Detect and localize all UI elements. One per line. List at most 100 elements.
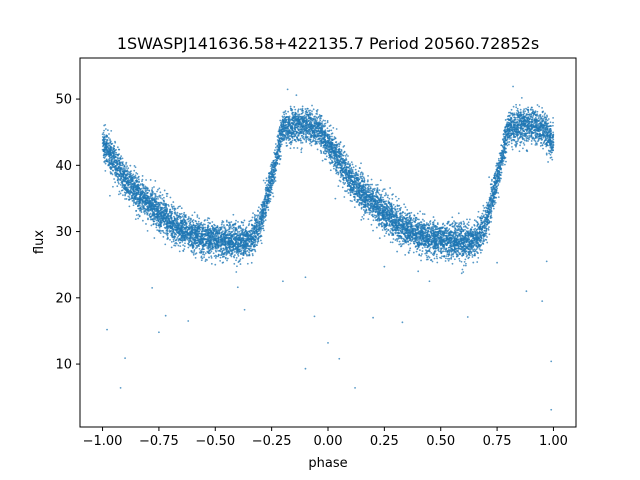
data-point xyxy=(213,223,215,226)
data-point xyxy=(503,163,506,166)
data-point xyxy=(492,207,495,210)
data-point xyxy=(458,238,460,241)
data-point xyxy=(486,209,489,212)
data-point xyxy=(371,190,374,192)
data-point xyxy=(465,252,468,255)
data-point xyxy=(458,257,461,260)
data-point xyxy=(256,214,258,217)
data-point xyxy=(192,236,194,238)
data-point xyxy=(223,224,225,227)
data-point xyxy=(259,208,262,210)
data-point xyxy=(332,165,335,168)
data-point xyxy=(391,219,394,221)
data-point xyxy=(297,110,299,113)
data-point xyxy=(427,229,430,232)
data-point xyxy=(512,85,514,88)
data-point xyxy=(447,255,450,258)
data-point xyxy=(471,256,474,258)
data-point xyxy=(210,257,213,259)
data-point xyxy=(322,146,325,149)
data-point xyxy=(537,117,540,120)
data-point xyxy=(448,257,451,260)
data-point xyxy=(376,183,379,186)
data-point xyxy=(232,229,235,231)
data-point xyxy=(543,117,545,120)
data-point xyxy=(299,137,302,140)
data-point xyxy=(420,221,423,224)
data-point xyxy=(243,219,246,222)
data-point xyxy=(413,225,415,227)
data-point xyxy=(237,225,240,228)
data-point xyxy=(459,228,462,231)
data-point xyxy=(428,248,431,251)
data-point xyxy=(237,255,240,257)
data-point xyxy=(367,185,370,188)
chart-title: 1SWASPJ141636.58+422135.7 Period 20560.7… xyxy=(117,34,539,53)
data-point xyxy=(376,202,379,205)
data-point xyxy=(391,241,394,244)
data-point xyxy=(207,221,210,224)
data-point xyxy=(496,187,499,190)
data-point xyxy=(347,161,350,163)
data-point xyxy=(389,241,392,244)
data-point xyxy=(138,181,140,184)
data-point xyxy=(447,259,450,262)
data-point xyxy=(448,228,451,230)
data-point xyxy=(389,187,392,189)
data-point xyxy=(301,105,304,108)
data-point xyxy=(486,236,488,238)
data-point xyxy=(334,158,336,160)
data-point xyxy=(426,256,429,259)
data-point xyxy=(276,148,279,151)
data-point xyxy=(312,108,315,111)
data-point xyxy=(393,207,396,210)
data-point xyxy=(525,149,528,152)
data-point xyxy=(129,164,132,167)
data-point xyxy=(460,272,463,275)
data-point xyxy=(124,198,126,200)
data-point xyxy=(349,191,352,194)
data-point xyxy=(217,250,220,252)
data-point xyxy=(222,255,225,258)
data-point xyxy=(403,203,406,206)
data-point xyxy=(506,141,509,144)
data-point xyxy=(136,177,138,180)
data-point xyxy=(440,257,443,260)
data-point xyxy=(103,124,106,127)
data-point xyxy=(474,227,477,230)
data-point xyxy=(546,115,548,118)
data-point xyxy=(324,152,326,155)
data-point xyxy=(231,251,234,254)
data-point xyxy=(239,258,242,261)
data-point xyxy=(203,253,206,256)
data-point xyxy=(101,133,104,136)
data-point xyxy=(511,114,514,117)
data-point xyxy=(265,177,268,180)
data-point xyxy=(420,253,423,255)
data-point xyxy=(237,253,239,256)
data-point xyxy=(429,246,432,249)
data-point xyxy=(328,125,331,128)
data-point xyxy=(420,254,422,257)
data-point xyxy=(483,218,486,221)
data-point xyxy=(267,209,270,211)
data-point xyxy=(186,238,189,241)
data-point xyxy=(269,165,272,168)
data-point xyxy=(164,243,167,246)
data-point xyxy=(134,166,137,169)
data-point xyxy=(383,188,386,191)
data-point xyxy=(204,260,207,263)
data-point xyxy=(396,240,399,242)
data-point xyxy=(146,210,149,212)
data-point xyxy=(398,216,401,219)
data-point xyxy=(366,205,369,208)
data-point xyxy=(159,206,162,209)
data-point xyxy=(326,120,329,122)
data-point xyxy=(163,189,166,192)
scatter-points xyxy=(101,85,555,411)
data-point xyxy=(235,271,238,273)
data-point xyxy=(365,187,367,190)
data-point xyxy=(358,203,360,206)
data-point xyxy=(206,247,209,249)
